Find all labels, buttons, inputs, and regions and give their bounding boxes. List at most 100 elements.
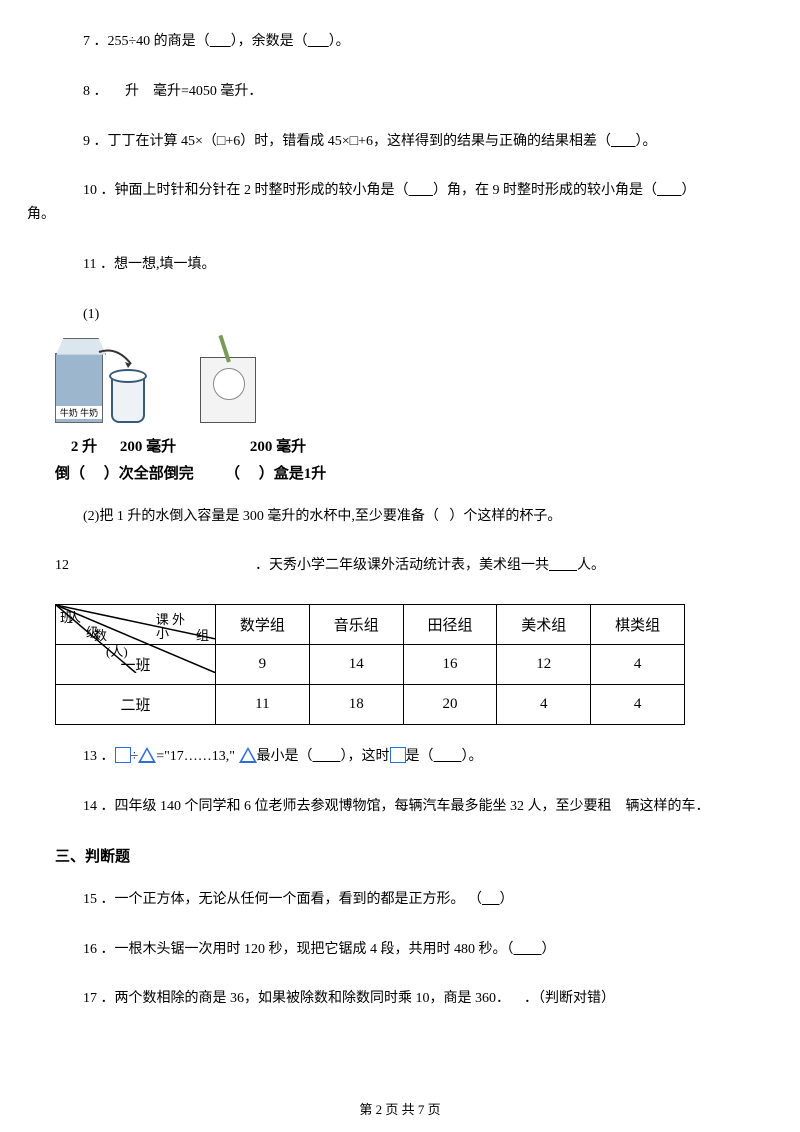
q-text: ="17……13," [156, 749, 238, 764]
question-13: 13 ．÷="17……13," 最小是（ ），这时是（ ）。 [55, 745, 745, 769]
boxes-per-liter-label: （ ）盒是1升 [225, 462, 385, 483]
pour-times-label: 倒（ ）次全部倒完 [55, 462, 205, 483]
cell: 11 [216, 685, 310, 725]
cup-icon [111, 375, 145, 423]
gap [510, 991, 524, 1006]
col-header: 田径组 [403, 605, 497, 645]
q-text: ．（判断对错） [524, 991, 615, 1006]
blank [657, 183, 682, 198]
triangle-icon [138, 747, 156, 763]
cell: 4 [497, 685, 591, 725]
q-num: 11 [83, 257, 96, 272]
q-num: 14 [83, 799, 97, 814]
table-row: 二班 11 18 20 4 4 [56, 685, 685, 725]
q-num: 12 [55, 558, 69, 573]
q-text: 升 [125, 84, 139, 99]
q-text: ． [101, 749, 115, 764]
label-200ml-box: 200 毫升 [238, 435, 318, 456]
blank [210, 34, 231, 49]
q-text: ．四年级 140 个同学和 6 位老师去参观博物馆，每辆汽车最多能坐 32 人，… [101, 799, 612, 814]
q-num: 7 [83, 34, 90, 49]
q-tail: 人。 [577, 558, 605, 573]
label-2l: 2 升 [55, 435, 113, 456]
juice-box-icon [200, 357, 256, 423]
page-footer: 第 2 页 共 7 页 [0, 1099, 800, 1118]
blank [611, 134, 636, 149]
milk-carton-cup-group: 牛奶 牛奶 [55, 353, 145, 423]
question-11-sub1: (1) [55, 303, 745, 327]
q-text: ）个这样的杯子。 [449, 509, 561, 524]
q-dot: ． [69, 554, 269, 578]
q-num: 8 [83, 84, 90, 99]
diag-label: 组 [196, 625, 209, 644]
blank [549, 558, 577, 573]
q-text: ）。 [329, 34, 350, 49]
triangle-icon [239, 747, 257, 763]
footer-text: 第 [359, 1102, 375, 1117]
q-text: ．255÷40 的商是（ [94, 34, 210, 49]
section-3-heading: 三、判断题 [55, 845, 745, 866]
cell: 12 [497, 645, 591, 685]
q-text: ），余数是（ [231, 34, 308, 49]
pour-arrow-icon [97, 348, 137, 372]
diag-label: 小 [156, 623, 169, 642]
q-text: ．两个数相除的商是 36，如果被除数和除数同时乘 10，商是 360． [101, 991, 511, 1006]
footer-text: 页 [424, 1102, 440, 1117]
question-17: 17 ．两个数相除的商是 36，如果被除数和除数同时乘 10，商是 360． ．… [55, 987, 745, 1011]
q-text: ） [542, 942, 556, 957]
q-text: ．一根木头锯一次用时 120 秒，现把它锯成 4 段，共用时 480 秒。（ [101, 942, 514, 957]
gap [108, 84, 126, 99]
diagonal-header-cell: 人 课 外 组 数 (人) 班 级 小 [56, 605, 216, 645]
square-icon [115, 747, 131, 763]
q-text: 辆这样的车． [626, 799, 710, 814]
q-num: 10 [83, 183, 97, 198]
diag-label: 班 [60, 607, 73, 626]
question-16: 16 ．一根木头锯一次用时 120 秒，现把它锯成 4 段，共用时 480 秒。… [55, 938, 745, 962]
question-8: 8 ． 升 毫升=4050 毫升． [55, 80, 745, 104]
diag-label: 级 [86, 622, 99, 641]
q-text: ） [682, 183, 696, 198]
row-label: 二班 [56, 685, 216, 725]
q-num: 17 [83, 991, 97, 1006]
blank [434, 749, 462, 764]
q-text: ），这时 [341, 749, 390, 764]
activity-stats-table: 人 课 外 组 数 (人) 班 级 小 数学组 音乐组 田径组 美术组 棋类组 … [55, 604, 685, 725]
carton-label: 牛奶 牛奶 [56, 406, 102, 419]
q-text: ．钟面上时针和分针在 2 时整时形成的较小角是（ [101, 183, 409, 198]
cell: 20 [403, 685, 497, 725]
q-num: 13 [83, 749, 97, 764]
illustration-row: 牛奶 牛奶 [55, 353, 745, 423]
q-text: ．丁丁在计算 45×（□+6）时，错看成 45×□+6，这样得到的结果与正确的结… [94, 134, 612, 149]
q-text: ）。 [636, 134, 657, 149]
gap [139, 84, 153, 99]
sub-label: (1) [83, 307, 99, 322]
col-header: 数学组 [216, 605, 310, 645]
footer-text: 页 共 [382, 1102, 418, 1117]
q-tail: 角。 [27, 207, 55, 222]
question-15: 15 ．一个正方体，无论从任何一个面看，看到的都是正方形。 （ ） [55, 888, 745, 912]
cell: 14 [309, 645, 403, 685]
cell: 4 [591, 685, 685, 725]
question-12: 12 ． 天秀小学二年级课外活动统计表，美术组一共 人。 [55, 554, 745, 578]
q-text: ） [500, 892, 514, 907]
blank [308, 34, 329, 49]
col-header: 音乐组 [309, 605, 403, 645]
question-11: 11 ．想一想,填一填。 [55, 253, 745, 277]
q-num: 15 [83, 892, 97, 907]
cell: 9 [216, 645, 310, 685]
question-9: 9 ．丁丁在计算 45×（□+6）时，错看成 45×□+6，这样得到的结果与正确… [55, 130, 745, 154]
q-text: 毫升=4050 毫升． [153, 84, 262, 99]
juice-circle-icon [213, 368, 245, 400]
question-7: 7 ．255÷40 的商是（ ），余数是（ ）。 [55, 30, 745, 54]
blank [313, 749, 341, 764]
col-header: 棋类组 [591, 605, 685, 645]
juice-box-group [200, 357, 256, 423]
cell: 16 [403, 645, 497, 685]
q-text: ．想一想,填一填。 [100, 257, 216, 272]
q-num: 9 [83, 134, 90, 149]
gap [612, 799, 626, 814]
image-volume-labels: 2 升 200 毫升 200 毫升 [55, 435, 745, 456]
q-num: 16 [83, 942, 97, 957]
blank [482, 892, 500, 907]
milk-carton-icon: 牛奶 牛奶 [55, 353, 103, 423]
